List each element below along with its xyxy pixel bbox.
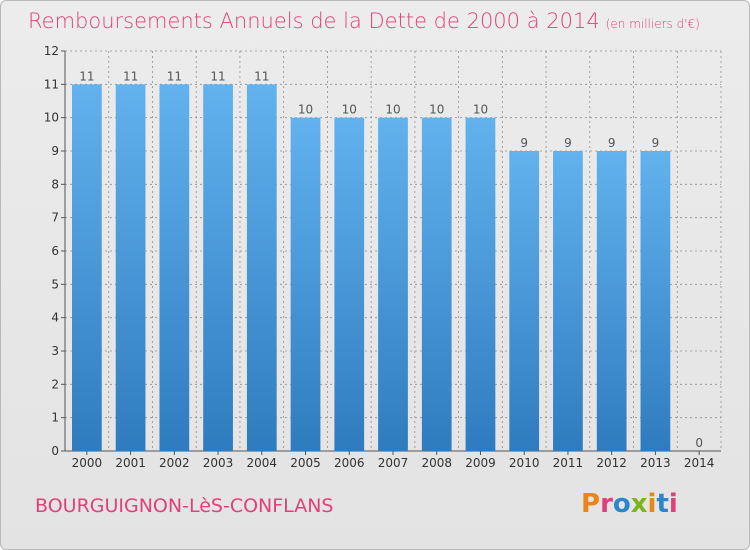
data-label: 10 xyxy=(298,103,313,117)
data-label: 9 xyxy=(608,136,616,150)
bars xyxy=(71,84,671,452)
bar xyxy=(421,117,452,452)
y-tick-label: 5 xyxy=(51,277,59,291)
data-label: 11 xyxy=(79,69,94,83)
logo-letter: i xyxy=(668,489,678,519)
bar xyxy=(509,151,540,451)
data-label: 11 xyxy=(167,69,182,83)
bar xyxy=(596,151,627,451)
data-label: 9 xyxy=(520,136,528,150)
x-tick-label: 2001 xyxy=(115,456,146,470)
data-label: 11 xyxy=(210,69,225,83)
y-tick-label: 0 xyxy=(51,444,59,458)
y-tick-label: 2 xyxy=(51,377,59,391)
x-tick-label: 2002 xyxy=(159,456,190,470)
logo-letter: t xyxy=(656,489,669,519)
labels: 0123456789101112112000112001112002112003… xyxy=(44,44,715,470)
x-tick-label: 2014 xyxy=(684,456,715,470)
y-tick-label: 3 xyxy=(51,344,59,358)
x-tick-label: 2011 xyxy=(553,456,584,470)
x-tick-label: 2007 xyxy=(378,456,409,470)
y-tick-label: 1 xyxy=(51,411,59,425)
bar xyxy=(640,151,671,451)
data-label: 10 xyxy=(429,103,444,117)
y-tick-label: 10 xyxy=(44,111,59,125)
bar xyxy=(71,84,102,451)
data-label: 10 xyxy=(385,103,400,117)
y-tick-label: 7 xyxy=(51,211,59,225)
bar xyxy=(465,117,496,452)
logo-letter: x xyxy=(630,489,648,519)
y-tick-label: 8 xyxy=(51,177,59,191)
bar xyxy=(334,117,365,452)
bar xyxy=(290,117,321,452)
bar xyxy=(553,151,583,451)
bar xyxy=(246,84,277,451)
data-label: 10 xyxy=(473,103,488,117)
chart-title: Remboursements Annuels de la Dette de 20… xyxy=(28,9,700,33)
proxiti-logo: Proxiti xyxy=(581,489,678,519)
data-label: 9 xyxy=(564,136,572,150)
bar xyxy=(378,117,408,452)
logo-letter: i xyxy=(647,489,657,519)
bar xyxy=(203,84,233,451)
data-label: 10 xyxy=(342,103,357,117)
y-tick-label: 4 xyxy=(51,311,59,325)
bar xyxy=(159,84,190,451)
logo-letter: o xyxy=(612,489,631,519)
commune-name: BOURGUIGNON-LèS-CONFLANS xyxy=(35,495,334,517)
chart-subtitle: (en milliers d'€) xyxy=(605,17,700,31)
x-tick-label: 2009 xyxy=(465,456,496,470)
logo-letter: P xyxy=(581,489,601,519)
data-label: 0 xyxy=(695,436,703,450)
x-tick-label: 2004 xyxy=(247,456,278,470)
x-tick-label: 2012 xyxy=(596,456,627,470)
x-tick-label: 2013 xyxy=(640,456,671,470)
x-tick-label: 2003 xyxy=(203,456,234,470)
x-tick-label: 2006 xyxy=(334,456,365,470)
logo-letter: r xyxy=(600,489,613,519)
x-tick-label: 2008 xyxy=(421,456,452,470)
data-label: 11 xyxy=(254,69,269,83)
y-tick-label: 6 xyxy=(51,244,59,258)
chart-title-text: Remboursements Annuels de la Dette de 20… xyxy=(28,9,600,33)
y-tick-label: 11 xyxy=(44,77,59,91)
bar xyxy=(115,84,146,451)
x-tick-label: 2010 xyxy=(509,456,540,470)
data-label: 11 xyxy=(123,69,138,83)
y-tick-label: 9 xyxy=(51,144,59,158)
y-tick-label: 12 xyxy=(44,44,59,58)
x-tick-label: 2005 xyxy=(290,456,321,470)
data-label: 9 xyxy=(652,136,660,150)
x-tick-label: 2000 xyxy=(72,456,103,470)
